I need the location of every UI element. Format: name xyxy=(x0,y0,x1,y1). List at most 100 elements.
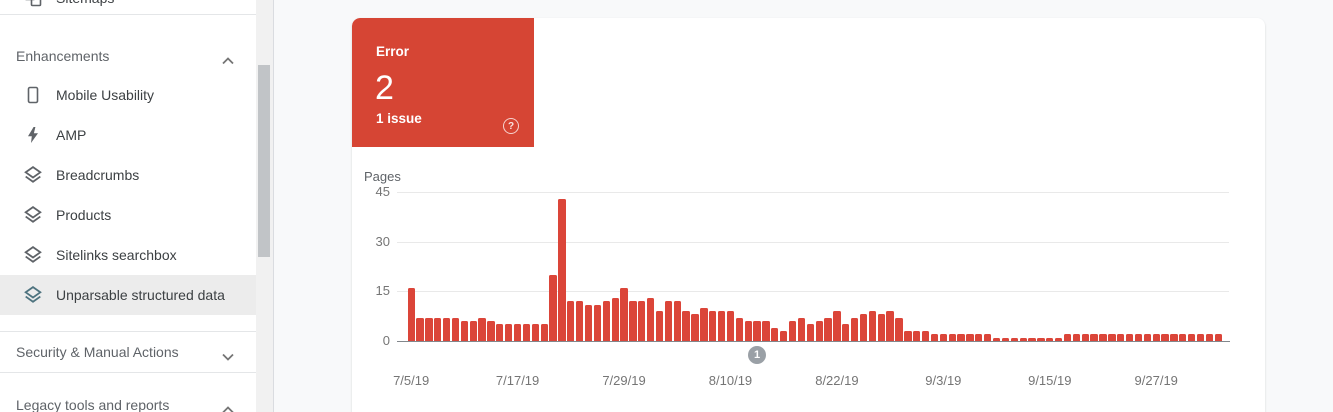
chart-bar[interactable] xyxy=(416,317,424,341)
chart-bar[interactable] xyxy=(966,334,974,341)
section-header-enhancements[interactable]: Enhancements xyxy=(0,39,256,73)
chart-bar[interactable] xyxy=(1037,337,1045,341)
chart-annotation-marker[interactable]: 1 xyxy=(748,346,767,364)
chart-bar[interactable] xyxy=(886,311,894,341)
chart-bar[interactable] xyxy=(762,321,770,341)
sidebar-item-sitelinks-searchbox[interactable]: Sitelinks searchbox xyxy=(0,235,256,275)
chart-bar[interactable] xyxy=(407,287,415,341)
section-header-legacy-tools[interactable]: Legacy tools and reports xyxy=(0,388,256,412)
chart-bar[interactable] xyxy=(629,301,637,341)
chart-bar[interactable] xyxy=(442,317,451,341)
chart-bar[interactable] xyxy=(540,324,548,341)
chart-bar[interactable] xyxy=(709,311,717,341)
chart-bar[interactable] xyxy=(469,321,477,341)
sidebar-item-mobile-usability[interactable]: Mobile Usability xyxy=(0,75,256,115)
sidebar-item-amp[interactable]: AMP xyxy=(0,115,256,155)
chart-bar[interactable] xyxy=(691,314,699,341)
chart-bar[interactable] xyxy=(1090,334,1098,341)
chart-bar[interactable] xyxy=(1188,334,1196,341)
chart-bar[interactable] xyxy=(1179,334,1187,341)
chart-bar[interactable] xyxy=(638,301,646,341)
chart-bar[interactable] xyxy=(744,321,752,341)
sidebar-scrollbar-thumb[interactable] xyxy=(258,65,270,257)
chart-bar[interactable] xyxy=(868,311,877,341)
chart-bar[interactable] xyxy=(460,321,469,341)
chart-bar[interactable] xyxy=(496,324,504,341)
chart-bar[interactable] xyxy=(877,314,885,341)
chart-bar[interactable] xyxy=(1028,337,1036,341)
chart-bar[interactable] xyxy=(593,304,602,341)
chart-bar[interactable] xyxy=(904,331,912,341)
chart-bar[interactable] xyxy=(1072,334,1081,341)
chart-bar[interactable] xyxy=(1099,334,1107,341)
chart-bar[interactable] xyxy=(1196,334,1205,341)
sidebar-item-products[interactable]: Products xyxy=(0,195,256,235)
chart-bar[interactable] xyxy=(788,321,797,341)
chart-bar[interactable] xyxy=(957,334,965,341)
chart-bar[interactable] xyxy=(1019,337,1027,341)
chart-bar[interactable] xyxy=(851,317,859,341)
chart-bar[interactable] xyxy=(1125,334,1134,341)
sidebar-item-breadcrumbs[interactable]: Breadcrumbs xyxy=(0,155,256,195)
chart-bar[interactable] xyxy=(522,324,531,341)
chart-bar[interactable] xyxy=(513,324,522,341)
chart-bar[interactable] xyxy=(505,324,513,341)
chart-bar[interactable] xyxy=(451,317,460,341)
chart-bar[interactable] xyxy=(895,317,903,341)
chart-bar[interactable] xyxy=(584,304,593,341)
chart-bar[interactable] xyxy=(1055,337,1063,341)
chart-bar[interactable] xyxy=(682,311,690,341)
section-header-security-manual-actions[interactable]: Security & Manual Actions xyxy=(0,335,256,369)
sidebar-item-unparsable-structured-data[interactable]: Unparsable structured data xyxy=(0,275,256,315)
chart-bar[interactable] xyxy=(726,311,735,341)
chart-bar[interactable] xyxy=(655,311,664,341)
chart-bar[interactable] xyxy=(1152,334,1160,341)
chart-bar[interactable] xyxy=(1205,334,1214,341)
help-icon[interactable]: ? xyxy=(503,118,519,134)
chart-bar[interactable] xyxy=(576,301,584,341)
sidebar-item-sitemaps[interactable]: Sitemaps xyxy=(0,0,256,18)
chart-bar[interactable] xyxy=(1134,334,1143,341)
chart-bar[interactable] xyxy=(992,337,1001,341)
chart-bar[interactable] xyxy=(921,331,930,341)
chart-bar[interactable] xyxy=(1063,334,1072,341)
chart-bar[interactable] xyxy=(646,297,655,341)
chart-bar[interactable] xyxy=(1001,337,1010,341)
chart-bar[interactable] xyxy=(673,301,681,341)
chart-bar[interactable] xyxy=(717,311,726,341)
chart-bar[interactable] xyxy=(434,317,442,341)
chart-bar[interactable] xyxy=(1081,334,1089,341)
chart-bar[interactable] xyxy=(753,321,761,341)
chart-bar[interactable] xyxy=(1143,334,1151,341)
chart-bar[interactable] xyxy=(611,297,619,341)
chart-bar[interactable] xyxy=(1161,334,1169,341)
chart-bar[interactable] xyxy=(939,334,947,341)
chart-bar[interactable] xyxy=(975,334,983,341)
chart-bar[interactable] xyxy=(478,317,486,341)
chart-bar[interactable] xyxy=(824,317,832,341)
chart-bar[interactable] xyxy=(1117,334,1125,341)
chart-bar[interactable] xyxy=(567,301,575,341)
chart-bar[interactable] xyxy=(425,317,433,341)
chart-bar[interactable] xyxy=(948,334,956,341)
chart-bar[interactable] xyxy=(620,287,628,341)
chart-bar[interactable] xyxy=(1046,337,1054,341)
error-summary-card[interactable]: Error 2 1 issue ? xyxy=(352,18,534,147)
chart-bar[interactable] xyxy=(984,334,992,341)
chart-bar[interactable] xyxy=(797,317,806,341)
chart-bar[interactable] xyxy=(913,331,921,341)
chart-bar[interactable] xyxy=(1214,334,1222,341)
chart-bar[interactable] xyxy=(487,321,495,341)
chart-bar[interactable] xyxy=(531,324,539,341)
chart-bar[interactable] xyxy=(664,301,673,341)
chart-bar[interactable] xyxy=(602,301,610,341)
chart-bar[interactable] xyxy=(859,314,868,341)
chart-bar[interactable] xyxy=(771,327,779,341)
chart-bar[interactable] xyxy=(833,311,841,341)
chart-bar[interactable] xyxy=(558,198,566,341)
chart-bar[interactable] xyxy=(930,334,939,341)
chart-bar[interactable] xyxy=(1010,337,1018,341)
chart-bar[interactable] xyxy=(1170,334,1178,341)
chart-bar[interactable] xyxy=(815,321,823,341)
chart-bar[interactable] xyxy=(549,274,557,341)
